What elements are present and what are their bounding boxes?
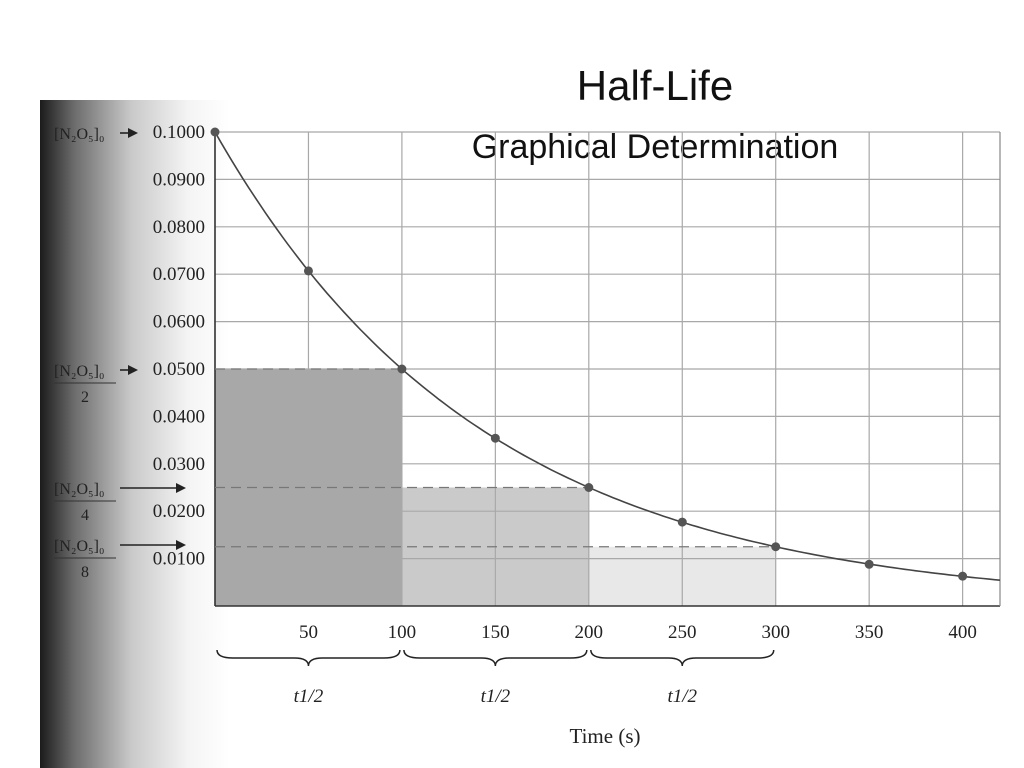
annotation-numerator-1: [N₂O₅]₀: [54, 126, 105, 143]
data-point-8: [864, 559, 874, 569]
x-axis-label: Time (s): [570, 724, 641, 748]
scan-shadow: [40, 100, 230, 768]
data-point-6: [677, 517, 687, 527]
half-life-brace-label-3: t1/2: [667, 686, 697, 707]
annotation-denominator-2: 2: [81, 389, 89, 406]
annotation-denominator-4: 8: [81, 564, 89, 581]
x-tick-label-7: 350: [855, 622, 884, 643]
annotation-arrowhead-1: [128, 128, 138, 138]
data-point-3: [397, 364, 407, 374]
y-tick-label-5: 0.0500: [153, 359, 205, 380]
data-point-2: [303, 266, 313, 276]
half-life-guides: [215, 368, 776, 548]
y-tick-label-6: 0.0600: [153, 312, 205, 333]
y-tick-label-2: 0.0200: [153, 501, 205, 522]
annotation-arrowhead-2: [128, 365, 138, 375]
data-point-5: [584, 483, 594, 492]
data-point-9: [958, 571, 968, 581]
x-tick-label-3: 150: [481, 622, 510, 643]
annotation-numerator-4: [N₂O₅]₀: [54, 538, 105, 555]
data-point-7: [771, 542, 781, 552]
x-tick-label-6: 300: [761, 622, 790, 643]
half-life-brace-label-1: t1/2: [294, 686, 324, 707]
slide-subtitle: Graphical Determination: [471, 128, 839, 166]
half-life-brace-2: [403, 649, 588, 667]
y-tick-label-1: 0.0100: [153, 549, 205, 570]
annotation-denominator-3: 4: [81, 507, 89, 524]
x-tick-label-1: 50: [299, 622, 318, 643]
data-point-4: [490, 433, 500, 443]
half-life-brace-3: [590, 649, 775, 667]
x-tick-label-4: 200: [575, 622, 604, 643]
data-points: [210, 127, 968, 581]
annotation-arrowhead-3: [176, 483, 186, 493]
half-life-brace-1: [216, 649, 401, 667]
x-tick-labels: 50 100 150 200 250 300 350 400: [299, 622, 977, 643]
y-tick-label-10: 0.1000: [153, 122, 205, 143]
y-tick-labels: 0.0100 0.0200 0.0300 0.0400 0.0500 0.0600 0.07…: [153, 122, 205, 570]
y-tick-label-9: 0.0900: [153, 169, 205, 190]
annotation-numerator-2: [N₂O₅]₀: [54, 363, 105, 380]
slide-title: Half-Life: [576, 62, 734, 109]
x-tick-label-2: 100: [388, 622, 417, 643]
x-tick-label-5: 250: [668, 622, 697, 643]
data-point-1: [210, 127, 220, 137]
y-tick-label-7: 0.0700: [153, 264, 205, 285]
y-tick-label-3: 0.0300: [153, 454, 205, 475]
y-tick-label-4: 0.0400: [153, 406, 205, 427]
annotation-arrowhead-4: [176, 540, 186, 550]
x-tick-label-8: 400: [948, 622, 977, 643]
y-tick-label-8: 0.0800: [153, 217, 205, 238]
concentration-annotations: [N₂O₅]₀ [N₂O₅]₀ 2 [N₂O₅]₀ 4 [N₂O₅]₀ 8: [54, 126, 186, 581]
half-life-braces: t1/2 t1/2 t1/2: [216, 649, 775, 707]
half-life-brace-label-2: t1/2: [481, 686, 511, 707]
annotation-numerator-3: [N₂O₅]₀: [54, 481, 105, 498]
